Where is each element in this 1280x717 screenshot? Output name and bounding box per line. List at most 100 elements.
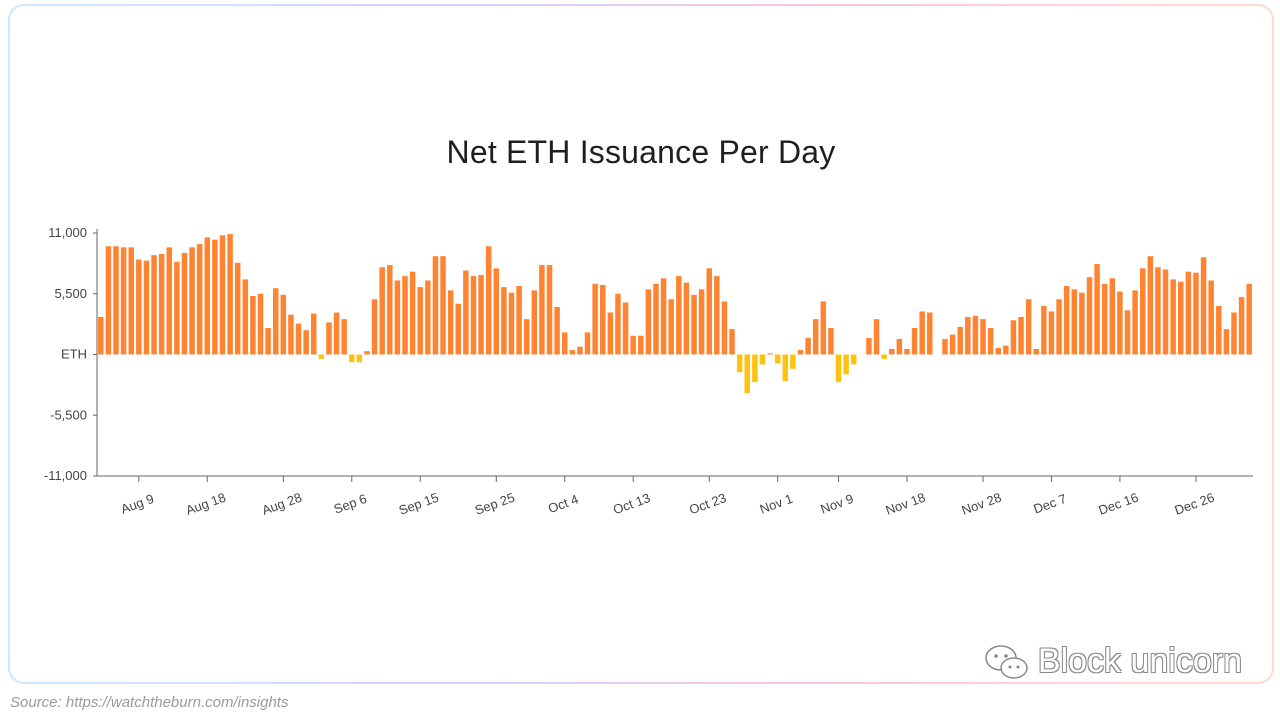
- bar: [805, 337, 811, 355]
- bar: [204, 237, 211, 355]
- x-tick-label: Aug 18: [184, 490, 228, 518]
- bar: [987, 327, 994, 355]
- x-tick-label: Sep 6: [332, 491, 369, 517]
- bar: [676, 276, 682, 355]
- bar: [196, 244, 203, 355]
- bar: [379, 267, 385, 355]
- x-tick-label: Nov 1: [758, 491, 795, 517]
- bar: [957, 326, 963, 355]
- bar: [356, 354, 363, 363]
- bar: [349, 354, 355, 363]
- bar: [136, 259, 142, 355]
- bar: [1071, 289, 1078, 355]
- bar: [1003, 345, 1009, 355]
- bar: [843, 354, 849, 375]
- bar: [447, 290, 454, 355]
- bar: [1162, 269, 1169, 355]
- source-note: Source: https://watchtheburn.com/insight…: [10, 694, 289, 711]
- x-tick-label: Nov 28: [960, 490, 1004, 518]
- watermark: Block unicorn: [984, 642, 1242, 681]
- bar: [1155, 267, 1161, 355]
- bar: [919, 311, 925, 355]
- bar: [706, 268, 712, 355]
- x-tick-label: Nov 18: [883, 490, 927, 518]
- bar: [1147, 256, 1154, 355]
- bar: [850, 354, 857, 365]
- bar: [1109, 278, 1116, 355]
- bar: [668, 299, 674, 355]
- bar: [409, 271, 416, 355]
- bar: [820, 301, 827, 355]
- bar: [546, 265, 553, 355]
- bar: [1238, 297, 1245, 355]
- bar: [638, 335, 644, 355]
- bar: [105, 246, 112, 355]
- bar: [744, 354, 750, 394]
- bar: [1025, 299, 1032, 355]
- bar: [889, 348, 895, 355]
- bar: [607, 312, 614, 355]
- bar: [1231, 312, 1237, 355]
- bar: [128, 247, 134, 355]
- watermark-text: Block unicorn: [1037, 642, 1242, 680]
- wechat-icon: [985, 644, 1028, 679]
- bar: [972, 315, 979, 355]
- bar: [402, 276, 408, 355]
- bar: [873, 319, 880, 355]
- bar: [516, 286, 522, 355]
- bar: [1041, 305, 1047, 355]
- bar: [303, 330, 309, 355]
- bar: [295, 323, 302, 355]
- bar: [189, 247, 195, 355]
- bar: [645, 289, 652, 355]
- bar: [227, 234, 233, 355]
- bar: [866, 337, 872, 355]
- x-tick-label: Aug 28: [260, 490, 304, 518]
- bar: [942, 339, 948, 355]
- bar: [478, 274, 484, 355]
- bar: [265, 327, 271, 355]
- bar: [501, 287, 507, 355]
- bar: [790, 354, 796, 369]
- bar: [949, 334, 956, 355]
- bar: [219, 235, 226, 355]
- bar: [234, 262, 241, 355]
- bar: [554, 307, 560, 355]
- bar: [98, 316, 104, 355]
- bar: [980, 319, 986, 355]
- bar: [896, 339, 903, 355]
- x-tick-label: Nov 9: [818, 491, 855, 517]
- bar: [622, 302, 629, 355]
- bar: [1178, 281, 1184, 355]
- bar: [1101, 283, 1108, 355]
- bar: [1170, 279, 1176, 355]
- bar: [257, 293, 264, 355]
- bar: [318, 354, 325, 359]
- bar: [927, 312, 933, 355]
- bar: [1139, 268, 1146, 355]
- bar: [1200, 257, 1207, 355]
- bar: [752, 354, 758, 383]
- x-tick-label: Oct 13: [611, 490, 652, 517]
- bar: [531, 290, 538, 355]
- bar: [272, 288, 279, 355]
- bar: [1086, 277, 1093, 355]
- bar: [493, 268, 500, 355]
- bar: [653, 283, 659, 355]
- bar: [660, 278, 667, 355]
- bar: [698, 289, 705, 355]
- bar: [812, 319, 819, 355]
- bar: [440, 256, 446, 355]
- bar: [485, 246, 492, 355]
- bar: [1063, 286, 1070, 355]
- bar: [1094, 263, 1100, 355]
- bar: [1048, 311, 1055, 355]
- bar: [561, 332, 568, 355]
- x-tick-label: Sep 25: [473, 490, 517, 518]
- bar: [280, 294, 287, 355]
- bar: [242, 279, 249, 355]
- bar: [1193, 272, 1199, 355]
- bar: [394, 280, 401, 355]
- y-tick-label: -11,000: [44, 468, 87, 483]
